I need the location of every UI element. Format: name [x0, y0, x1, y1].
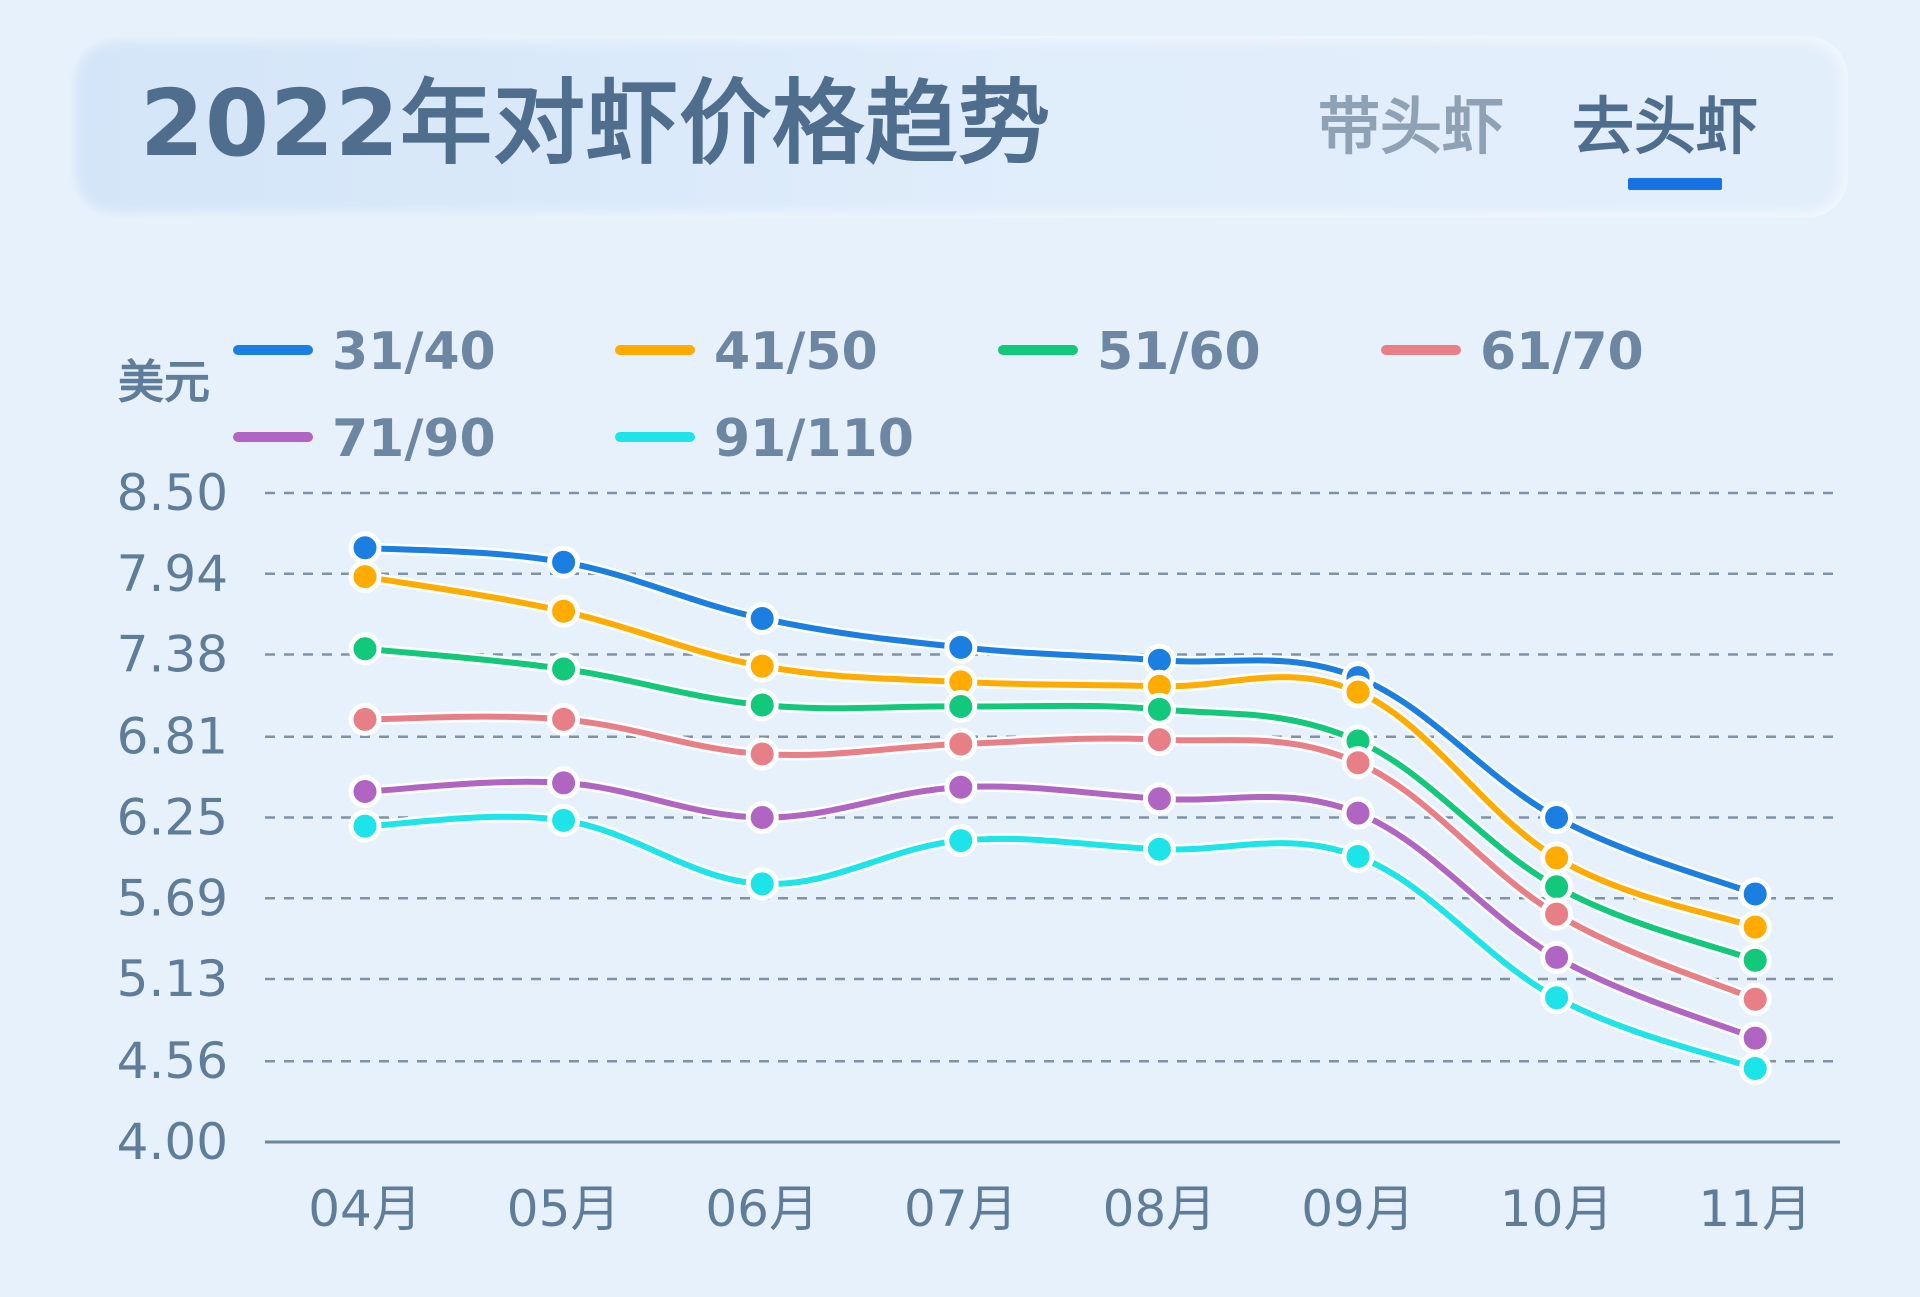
page-title: 2022年对虾价格趋势 [140, 70, 1052, 177]
series-line [362, 573, 1759, 931]
data-point [547, 594, 581, 628]
y-tick-label: 6.25 [117, 789, 228, 847]
y-tick-label: 5.13 [117, 950, 228, 1008]
data-point [1738, 910, 1772, 944]
header-card [70, 36, 1848, 218]
data-point [348, 632, 382, 666]
data-point [1341, 839, 1375, 873]
y-tick-label: 4.56 [117, 1032, 228, 1090]
data-point [547, 766, 581, 800]
legend-label: 71/90 [332, 409, 496, 469]
data-point [1142, 832, 1176, 866]
legend-label: 41/50 [714, 322, 878, 382]
data-point [348, 775, 382, 809]
data-point [1341, 746, 1375, 780]
data-point [1540, 940, 1574, 974]
series-line [362, 713, 1759, 1003]
data-point [1540, 897, 1574, 931]
y-tick-label: 6.81 [117, 708, 228, 766]
legend-label: 31/40 [332, 322, 496, 382]
data-point [348, 809, 382, 843]
x-tick-label: 09月 [1301, 1180, 1415, 1238]
data-point [547, 652, 581, 686]
data-point [944, 630, 978, 664]
x-tick-label: 11月 [1698, 1180, 1812, 1238]
data-point [1341, 675, 1375, 709]
y-axis-unit: 美元 [118, 355, 210, 409]
data-point [944, 824, 978, 858]
data-point [547, 803, 581, 837]
y-tick-label: 4.00 [117, 1113, 228, 1171]
data-point [1142, 692, 1176, 726]
data-point [745, 737, 779, 771]
data-point [944, 770, 978, 804]
series-line [362, 813, 1759, 1072]
y-tick-label: 7.38 [117, 626, 228, 684]
data-point [944, 727, 978, 761]
active-tab-indicator [1628, 178, 1722, 190]
data-point [1540, 981, 1574, 1015]
data-point [745, 601, 779, 635]
data-point [745, 688, 779, 722]
data-point [1540, 801, 1574, 834]
x-tick-label: 07月 [904, 1180, 1018, 1238]
data-point [1738, 1051, 1772, 1085]
x-tick-label: 08月 [1103, 1180, 1217, 1238]
data-point [745, 867, 779, 901]
legend-label: 61/70 [1480, 322, 1644, 382]
data-point [348, 702, 382, 736]
data-point [944, 689, 978, 723]
x-tick-label: 05月 [507, 1180, 621, 1238]
data-point [1142, 723, 1176, 757]
data-point [745, 649, 779, 683]
tab-head-on-shrimp[interactable]: 带头虾 [1318, 90, 1505, 163]
data-point [745, 801, 779, 834]
y-tick-label: 8.50 [117, 464, 228, 522]
data-point [547, 702, 581, 736]
data-point [547, 545, 581, 579]
legend-label: 91/110 [714, 409, 914, 469]
data-point [348, 531, 382, 565]
data-point [1540, 870, 1574, 904]
y-tick-label: 7.94 [117, 545, 228, 603]
x-tick-label: 04月 [308, 1180, 422, 1238]
data-point [1738, 877, 1772, 911]
data-point [348, 560, 382, 594]
data-point [1341, 796, 1375, 830]
x-tick-label: 10月 [1500, 1180, 1614, 1238]
data-point [1738, 982, 1772, 1016]
series-line [362, 778, 1759, 1042]
data-point [1540, 841, 1574, 875]
y-tick-label: 5.69 [117, 869, 228, 927]
data-point [1738, 1021, 1772, 1055]
legend-label: 51/60 [1097, 322, 1261, 382]
series-line [362, 544, 1759, 897]
tab-headless-shrimp[interactable]: 去头虾 [1572, 90, 1759, 163]
data-point [1142, 782, 1176, 816]
series-line [362, 645, 1759, 964]
data-point [1738, 943, 1772, 977]
x-tick-label: 06月 [705, 1180, 819, 1238]
